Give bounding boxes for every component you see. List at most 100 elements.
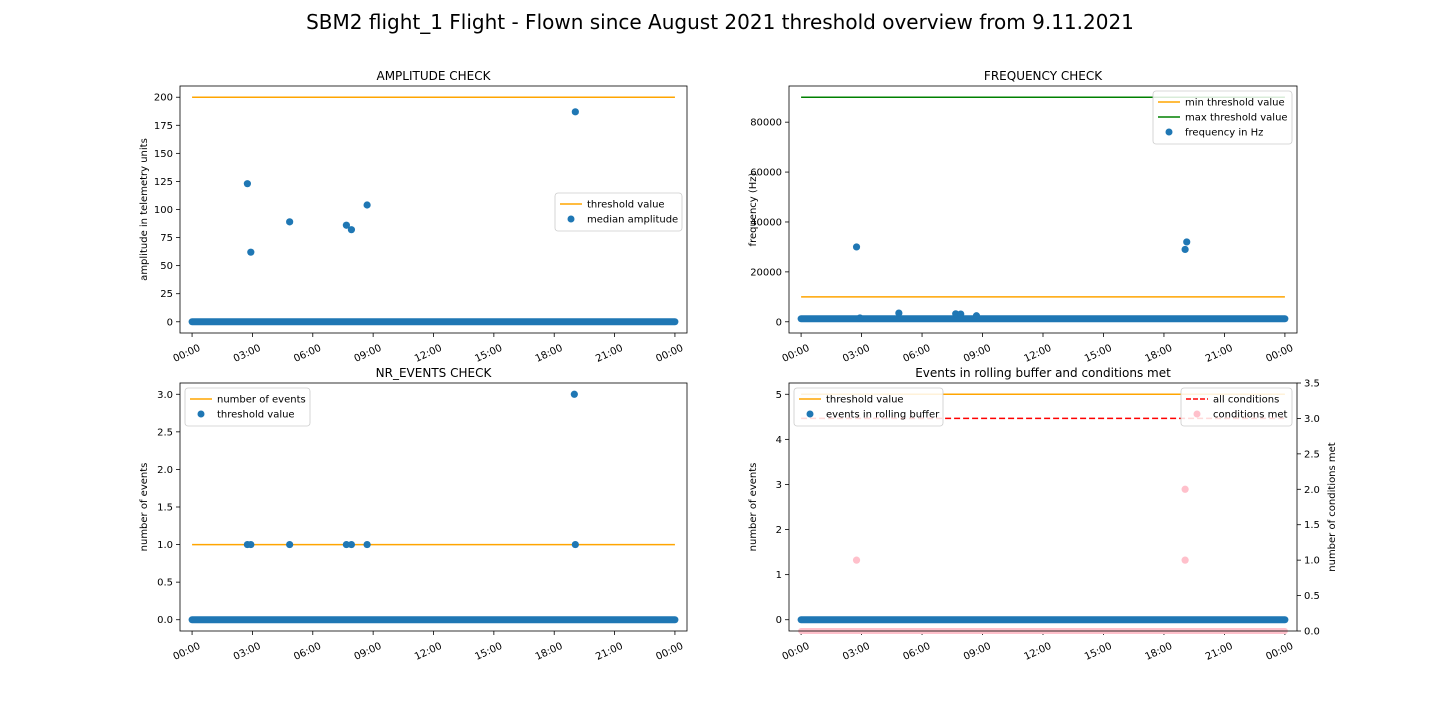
y-tick-label-right: 0.0 xyxy=(1304,627,1320,638)
data-point xyxy=(571,108,579,116)
legend-box xyxy=(1180,387,1293,427)
x-tick-label: 15:00 xyxy=(473,641,504,663)
y-tick-label: 0 xyxy=(776,317,782,328)
legend: threshold value median amplitude xyxy=(554,192,683,232)
y-axis-label: frequency (Hz) xyxy=(748,172,759,246)
data-point xyxy=(286,540,294,549)
x-tick-label: 06:00 xyxy=(292,343,323,365)
data-point xyxy=(347,540,356,549)
conditions-met-point xyxy=(1181,485,1189,493)
data-point xyxy=(856,314,864,322)
y-tick-label: 4 xyxy=(776,435,782,446)
x-tick-label: 18:00 xyxy=(534,343,565,365)
y-tick-label: 3.0 xyxy=(157,390,173,401)
y-tick-label: 150 xyxy=(154,149,173,160)
data-point xyxy=(342,540,350,549)
y-axis-label: number of events xyxy=(748,463,759,552)
legend-marker xyxy=(197,410,205,418)
x-tick-label: 00:00 xyxy=(654,343,685,365)
x-tick-label: 03:00 xyxy=(841,641,872,663)
legend-label: frequency in Hz xyxy=(1185,128,1263,139)
x-tick-label: 00:00 xyxy=(1264,343,1295,365)
legend-box xyxy=(184,387,311,427)
data-point xyxy=(895,309,903,317)
y-tick-label: 0 xyxy=(167,317,173,328)
x-tick-label: 21:00 xyxy=(594,343,625,365)
x-tick-label: 00:00 xyxy=(172,641,203,663)
y-tick-label: 125 xyxy=(154,177,173,188)
subplot-amplitude-check: AMPLITUDE CHECK amplitude in telemetry un… xyxy=(139,69,688,365)
legend: number of events threshold value xyxy=(184,387,311,427)
y-tick-label: 100 xyxy=(154,205,173,216)
x-tick-label: 15:00 xyxy=(1083,343,1114,365)
legend: threshold value events in rolling buffer xyxy=(793,387,944,427)
y-tick-label: 1 xyxy=(776,570,782,581)
subplot-frequency-check: FREQUENCY CHECK frequency (Hz) 0 20000 40000… xyxy=(748,69,1298,365)
axes-frame xyxy=(179,85,688,334)
legend-right: all conditions conditions met xyxy=(1180,387,1293,427)
data-point xyxy=(852,243,861,251)
y-tick-label: 2.0 xyxy=(157,465,173,476)
x-tick-label: 21:00 xyxy=(1204,343,1235,365)
y-axis-label: amplitude in telemetry units xyxy=(139,138,150,281)
legend-marker xyxy=(567,215,575,223)
data-point xyxy=(363,540,371,549)
data-point xyxy=(957,310,965,318)
y-tick-label-right: 1.0 xyxy=(1304,556,1320,567)
y-tick-label-right: 0.5 xyxy=(1304,591,1320,602)
y-tick-label: 75 xyxy=(160,233,173,244)
data-point xyxy=(342,221,350,229)
x-tick-label: 18:00 xyxy=(1143,641,1174,663)
y-axis-label: number of events xyxy=(139,463,150,552)
x-tick-label: 03:00 xyxy=(232,343,263,365)
subplot-title: FREQUENCY CHECK xyxy=(984,69,1103,83)
y-tick-label: 0 xyxy=(776,615,782,626)
subplot-title: Events in rolling buffer and conditions … xyxy=(915,366,1171,380)
subplot-rolling-buffer: Events in rolling buffer and conditions … xyxy=(748,366,1338,663)
x-tick-label: 18:00 xyxy=(534,641,565,663)
axes-frame xyxy=(179,382,688,632)
legend-label: max threshold value xyxy=(1185,113,1288,124)
y-tick-label: 25 xyxy=(160,289,173,300)
x-tick-label: 03:00 xyxy=(232,641,263,663)
y-tick-label: 0.0 xyxy=(157,615,173,626)
x-tick-label: 12:00 xyxy=(413,343,444,365)
legend-label: number of events xyxy=(217,395,306,406)
data-point xyxy=(247,248,255,256)
y-tick-label: 0.5 xyxy=(157,578,173,589)
x-tick-label: 09:00 xyxy=(962,641,993,663)
x-tick-label: 15:00 xyxy=(1083,641,1114,663)
y-tick-label-right: 2.0 xyxy=(1304,485,1320,496)
legend-label: conditions met xyxy=(1213,410,1288,421)
axes-frame xyxy=(788,85,1298,334)
conditions-met-point xyxy=(852,556,861,564)
y-tick-label: 200 xyxy=(154,93,173,104)
y-tick-label-right: 3.5 xyxy=(1304,379,1320,390)
y-tick-label: 5 xyxy=(776,390,782,401)
y-tick-label-right: 1.5 xyxy=(1304,520,1320,531)
legend-label: median amplitude xyxy=(587,215,678,226)
x-tick-label: 00:00 xyxy=(172,343,203,365)
subplot-nr-events-check: NR_EVENTS CHECK number of events 0.0 0.5 1.0… xyxy=(139,366,688,663)
data-point xyxy=(247,540,255,549)
data-point xyxy=(286,218,294,226)
y-tick-label: 50 xyxy=(160,261,173,272)
data-point xyxy=(972,312,981,320)
y-tick-label: 2 xyxy=(776,525,782,536)
legend-label: threshold value xyxy=(826,395,904,406)
y-tick-label: 20000 xyxy=(750,267,782,278)
conditions-met-point xyxy=(1181,556,1189,564)
y-tick-label: 80000 xyxy=(750,118,782,129)
y-tick-label: 3 xyxy=(776,480,782,491)
x-tick-label: 09:00 xyxy=(353,641,384,663)
x-tick-label: 03:00 xyxy=(841,343,872,365)
x-tick-label: 18:00 xyxy=(1143,343,1174,365)
data-point xyxy=(347,226,356,234)
subplot-title: AMPLITUDE CHECK xyxy=(376,69,491,83)
y-tick-label: 2.5 xyxy=(157,427,173,438)
legend-marker xyxy=(1193,410,1201,418)
figure-title: SBM2 flight_1 Flight - Flown since Augus… xyxy=(306,10,1134,34)
y-tick-label-right: 3.0 xyxy=(1304,414,1320,425)
x-tick-label: 15:00 xyxy=(473,343,504,365)
